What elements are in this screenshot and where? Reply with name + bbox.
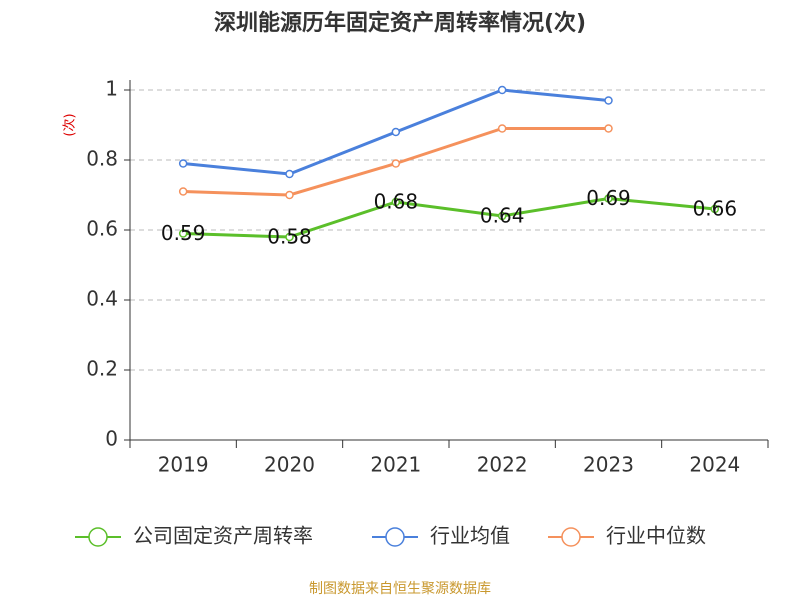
x-tick-label: 2022 — [477, 453, 528, 477]
chart-title: 深圳能源历年固定资产周转率情况(次) — [214, 10, 586, 36]
data-label: 0.69 — [586, 186, 631, 210]
x-tick-label: 2020 — [264, 453, 315, 477]
data-point — [604, 194, 613, 203]
x-tick-label: 2023 — [583, 453, 634, 477]
data-point — [391, 159, 401, 168]
data-point — [178, 229, 188, 238]
y-tick-label: 0.8 — [86, 147, 118, 171]
legend-label: 行业均值 — [430, 524, 510, 548]
y-tick-label: 0.4 — [86, 287, 118, 311]
data-point — [285, 232, 294, 242]
data-label: 0.59 — [161, 221, 206, 245]
legend-marker — [561, 527, 581, 547]
x-tick-label: 2021 — [370, 453, 421, 477]
data-label: 0.64 — [480, 204, 525, 228]
data-point — [604, 96, 613, 105]
data-label: 0.58 — [267, 225, 312, 249]
legend-label: 行业中位数 — [606, 524, 706, 548]
y-axis-label: (次) — [62, 113, 78, 136]
y-tick-label: 1 — [105, 77, 118, 101]
y-tick-label: 0.6 — [86, 217, 118, 241]
legend-label: 公司固定资产周转率 — [133, 524, 313, 548]
data-point — [285, 190, 294, 200]
data-label: 0.66 — [693, 197, 738, 221]
legend-marker — [88, 527, 108, 547]
data-point — [391, 127, 401, 137]
source-note: 制图数据来自恒生聚源数据库 — [309, 581, 491, 597]
y-tick-label: 0 — [105, 427, 118, 451]
data-point — [497, 124, 507, 133]
y-tick-label: 0.2 — [86, 357, 118, 381]
series-line — [183, 196, 715, 239]
data-point — [178, 159, 188, 168]
legend-marker — [385, 527, 405, 547]
data-point — [178, 187, 188, 196]
data-point — [497, 211, 507, 221]
data-point — [604, 124, 613, 133]
data-point — [497, 85, 507, 95]
data-point — [391, 197, 401, 207]
x-tick-label: 2024 — [689, 453, 740, 477]
x-tick-label: 2019 — [158, 453, 209, 477]
data-point — [710, 204, 720, 214]
data-label: 0.68 — [374, 190, 419, 214]
data-point — [285, 169, 294, 179]
